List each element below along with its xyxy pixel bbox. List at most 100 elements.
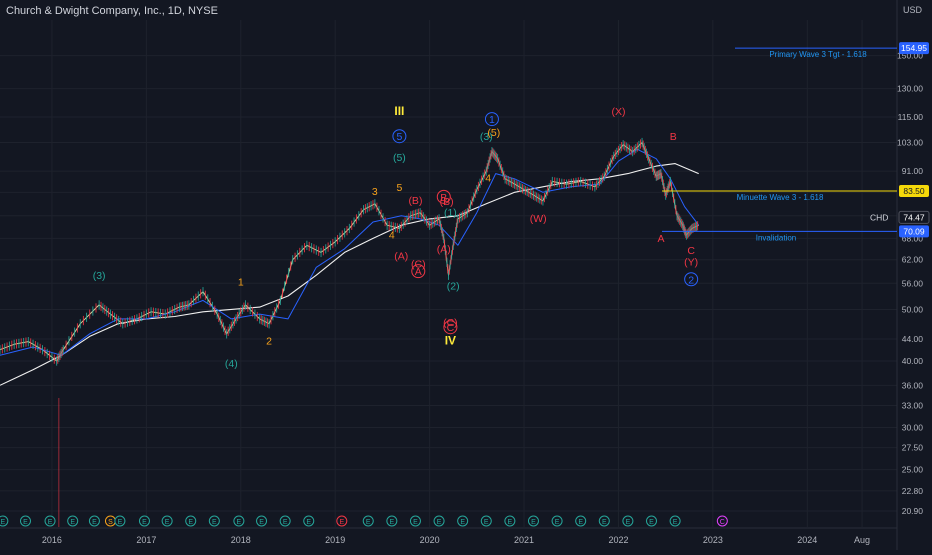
event-marker <box>551 515 563 527</box>
y-tick-label: 56.00 <box>902 278 924 288</box>
event-marker <box>622 515 634 527</box>
event-marker <box>233 515 245 527</box>
level-price-tag-text: 83.50 <box>903 186 925 196</box>
event-marker-label: S <box>108 519 113 526</box>
x-tick-label: 2024 <box>797 535 817 545</box>
event-marker <box>598 515 610 527</box>
event-marker-label: E <box>673 519 678 526</box>
event-marker <box>362 515 374 527</box>
event-marker <box>646 515 658 527</box>
event-marker-label: E <box>237 519 242 526</box>
wave-label: 4 <box>389 229 395 241</box>
event-marker <box>386 515 398 527</box>
y-tick-label: 62.00 <box>902 255 924 265</box>
level-price-tag <box>899 184 929 197</box>
wave-label: (W) <box>530 213 547 225</box>
event-marker <box>409 515 421 527</box>
event-marker <box>256 515 268 527</box>
x-tick-label: 2023 <box>703 535 723 545</box>
event-marker <box>138 515 150 527</box>
wave-label-circle <box>684 272 699 287</box>
event-marker <box>19 515 31 527</box>
event-marker <box>161 515 173 527</box>
event-marker-label: E <box>508 519 513 526</box>
wave-label: 3 <box>372 186 378 198</box>
x-tick-label: 2021 <box>514 535 534 545</box>
y-tick-label: 115.00 <box>898 112 924 122</box>
event-marker-label: E <box>602 519 607 526</box>
wave-label: C <box>687 245 695 257</box>
wave-label: (X) <box>611 106 625 118</box>
level-price-tag-text: 154.95 <box>901 43 927 53</box>
y-tick-label: 130.00 <box>897 84 923 94</box>
wave-label: (4) <box>225 358 238 370</box>
event-marker-label: E <box>413 519 418 526</box>
event-marker <box>527 515 539 527</box>
wave-label: (5) <box>487 127 500 139</box>
last-price-symbol: CHD <box>870 212 888 222</box>
event-marker-label: E <box>283 519 288 526</box>
wave-label: A <box>415 266 422 278</box>
wave-label: (5) <box>393 152 406 164</box>
x-tick-label: 2018 <box>231 535 251 545</box>
y-tick-label: 150.00 <box>897 51 923 61</box>
event-marker-label: E <box>188 519 193 526</box>
event-marker <box>669 515 681 527</box>
event-marker <box>114 515 126 527</box>
event-marker-label: E <box>92 519 97 526</box>
y-tick-label: 103.00 <box>897 137 923 147</box>
event-marker <box>185 515 197 527</box>
event-marker-label: E <box>306 519 311 526</box>
wave-label-circle <box>484 112 499 127</box>
y-tick-label: 33.00 <box>902 400 924 410</box>
y-tick-label: 20.90 <box>902 506 924 516</box>
wave-label: 1 <box>238 276 244 288</box>
x-tick-label: 2022 <box>608 535 628 545</box>
level-price-tag-text: 70.09 <box>903 226 925 236</box>
event-marker-label: E <box>259 519 264 526</box>
x-tick-label: Aug <box>854 535 870 545</box>
event-marker-label: E <box>212 519 217 526</box>
event-marker <box>336 515 348 527</box>
event-marker-label: E <box>366 519 371 526</box>
event-marker <box>44 515 56 527</box>
level-label: Primary Wave 3 Tgt - 1.618 <box>769 50 867 59</box>
event-marker-label: E <box>23 519 28 526</box>
last-price-tag <box>898 210 930 224</box>
wave-label: C <box>447 322 455 334</box>
last-price-value: 74.47 <box>903 212 925 222</box>
event-marker <box>504 515 516 527</box>
x-tick-label: 2019 <box>325 535 345 545</box>
event-marker <box>0 515 9 527</box>
event-marker <box>716 515 728 527</box>
wave-label: (B) <box>408 195 422 207</box>
event-marker-label: E <box>118 519 123 526</box>
event-marker-label: E <box>0 519 5 526</box>
wave-label: (1) <box>444 207 457 219</box>
event-marker-label: E <box>339 519 344 526</box>
y-tick-label: 44.00 <box>902 334 924 344</box>
wave-label: (C) <box>443 317 458 329</box>
event-marker-label: E <box>437 519 442 526</box>
x-tick-label: 2017 <box>136 535 156 545</box>
event-marker-label: E <box>484 519 489 526</box>
wave-label: (A) <box>437 243 451 255</box>
wave-label-circle <box>392 129 407 144</box>
event-marker <box>279 515 291 527</box>
y-tick-label: 36.00 <box>902 380 924 390</box>
event-marker-label: E <box>649 519 654 526</box>
wave-label: (B) <box>440 196 454 208</box>
event-marker-label: C <box>720 519 725 526</box>
wave-label-circle <box>443 320 458 335</box>
event-marker-label: E <box>626 519 631 526</box>
wave-label: 1 <box>489 114 495 126</box>
y-tick-label: 25.00 <box>902 465 924 475</box>
level-label: Invalidation <box>756 233 796 242</box>
event-marker <box>575 515 587 527</box>
x-tick-label: 2020 <box>420 535 440 545</box>
wave-label: 5 <box>396 182 402 194</box>
event-marker-label: E <box>165 519 170 526</box>
